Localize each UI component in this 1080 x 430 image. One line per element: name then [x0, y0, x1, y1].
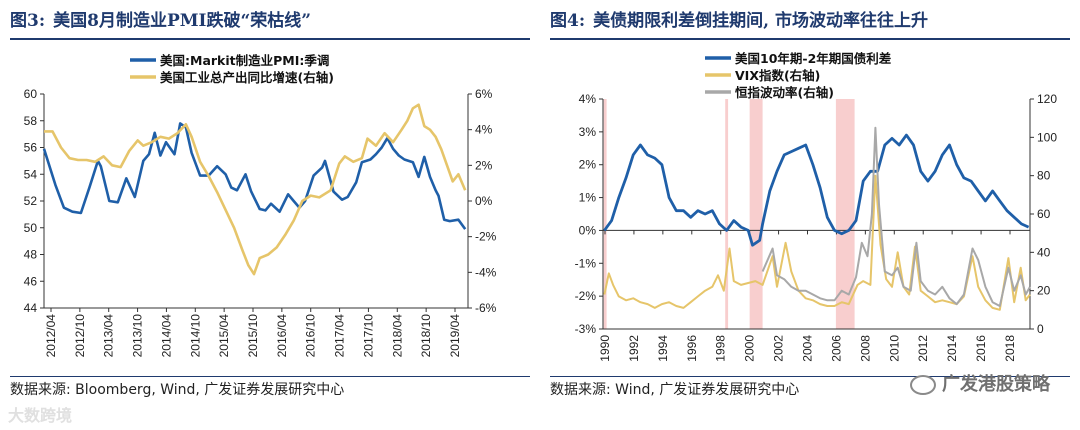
x-tick-label: 2000 [743, 335, 757, 362]
legend-label-3: 恒指波动率(右轴) [735, 85, 834, 100]
series-line-1 [42, 122, 467, 230]
left-tick-label: 2% [579, 158, 597, 172]
left-tick-label: -2% [575, 289, 597, 303]
x-tick-label: 2014/10 [188, 314, 202, 358]
right-tick-label: 6% [475, 87, 493, 101]
x-tick-label: 2018/10 [419, 314, 433, 358]
figure-3-source: 数据来源: Bloomberg, Wind, 广发证券发展研究中心 [10, 376, 530, 401]
inversion-shade-bar [749, 99, 763, 329]
left-tick-label: -3% [575, 322, 597, 336]
x-tick-label: 2012/04 [44, 314, 58, 358]
inversion-shade-bar [603, 99, 607, 329]
legend-label-1: 美国:Markit制造业PMI:季调 [160, 53, 329, 68]
x-tick-label: 2006 [829, 335, 843, 362]
wechat-icon [910, 375, 936, 395]
x-tick-label: 2018 [1003, 335, 1017, 362]
figure-3-title: 美国8月制造业PMI跌破“荣枯线” [53, 11, 312, 31]
watermark-right: 广发港股策略 [910, 370, 1050, 396]
x-tick-label: 2012/10 [73, 314, 87, 358]
right-tick-label: 100 [1037, 130, 1057, 144]
left-tick-label: 58 [24, 114, 38, 128]
inversion-shade-bar [835, 99, 855, 329]
left-tick-label: 44 [24, 301, 38, 315]
figure-3-panel: 图3: 美国8月制造业PMI跌破“荣枯线” 60 58 56 54 52 50 48 46 44 6… [10, 6, 530, 401]
x-tick-label: 2008 [858, 335, 872, 362]
x-tick-label: 2014 [945, 335, 959, 362]
pmi-chart: 60 58 56 54 52 50 48 46 44 6% 4% 2% 0% -2% -4% -6% 2012/… [24, 53, 497, 358]
x-tick-label: 2019/04 [448, 314, 462, 358]
figure-4-source: 数据来源: Wind, 广发证券发展研究中心 [550, 376, 1070, 401]
inversion-shade-bar [725, 99, 729, 329]
right-tick-label: 0% [475, 194, 493, 208]
legend-label-2: VIX指数(右轴) [735, 68, 820, 83]
legend-label-1: 美国10年期-2年期国债利差 [735, 51, 891, 66]
left-tick-label: 50 [24, 221, 38, 235]
figure-3-label: 图3: [10, 11, 46, 31]
x-tick-label: 1996 [685, 335, 699, 362]
x-tick-label: 2015/10 [246, 314, 260, 358]
x-tick-label: 2010 [887, 335, 901, 362]
x-tick-label: 1990 [598, 335, 612, 362]
left-tick-label: 60 [24, 87, 38, 101]
left-tick-label: 52 [24, 194, 38, 208]
watermark-right-text: 广发港股策略 [942, 374, 1050, 395]
right-tick-label: 80 [1037, 169, 1051, 183]
legend-label-2: 美国工业总产出同比增速(右轴) [160, 70, 334, 85]
x-tick-label: 2013/04 [102, 314, 116, 358]
right-tick-label: -4% [475, 265, 497, 279]
right-tick-label: 60 [1037, 207, 1051, 221]
right-tick-label: 120 [1037, 92, 1057, 106]
figure-4-title: 美债期限利差倒挂期间, 市场波动率往往上升 [593, 11, 928, 31]
x-tick-label: 1994 [656, 335, 670, 362]
left-tick-label: 56 [24, 141, 38, 155]
watermark-left: 大数跨境 [8, 406, 73, 425]
spread-volatility-chart: 4% 3% 2% 1% 0% -1% -2% -3% 120 100 80 60 40 20 0 1990 19… [575, 51, 1058, 362]
x-tick-label: 1992 [627, 335, 641, 362]
left-tick-label: -1% [575, 256, 597, 270]
right-tick-label: 20 [1037, 284, 1051, 298]
series-line-3 [761, 126, 1031, 307]
x-tick-label: 1998 [714, 335, 728, 362]
x-tick-label: 2014/04 [159, 314, 173, 358]
left-tick-label: 4% [579, 92, 597, 106]
series-line-2 [44, 103, 467, 276]
figure-4-label: 图4: [550, 11, 586, 31]
x-tick-label: 2013/10 [131, 314, 145, 358]
x-tick-label: 2012 [916, 335, 930, 362]
x-tick-label: 2018/04 [390, 314, 404, 358]
x-tick-label: 2017/10 [361, 314, 375, 358]
x-tick-label: 2016 [974, 335, 988, 362]
x-tick-label: 2016/10 [304, 314, 318, 358]
right-tick-label: 2% [475, 158, 493, 172]
left-tick-label: 3% [579, 125, 597, 139]
x-tick-label: 2016/04 [275, 314, 289, 358]
figure-4-header: 图4: 美债期限利差倒挂期间, 市场波动率往往上升 [550, 6, 1070, 40]
x-tick-label: 2002 [772, 335, 786, 362]
left-tick-label: 0% [579, 223, 597, 237]
right-tick-label: 40 [1037, 245, 1051, 259]
right-tick-label: 4% [475, 123, 493, 137]
x-tick-label: 2004 [801, 335, 815, 362]
x-tick-label: 2015/04 [217, 314, 231, 358]
left-tick-label: 46 [24, 274, 38, 288]
left-tick-label: 1% [579, 191, 597, 205]
right-tick-label: -6% [475, 301, 497, 315]
figure-3-header: 图3: 美国8月制造业PMI跌破“荣枯线” [10, 6, 530, 40]
x-tick-label: 2017/04 [333, 314, 347, 358]
right-tick-label: -2% [475, 230, 497, 244]
right-tick-label: 0 [1037, 322, 1044, 336]
left-tick-label: 54 [24, 167, 38, 181]
series-line-1 [603, 133, 1030, 247]
figure-4-panel: 图4: 美债期限利差倒挂期间, 市场波动率往往上升 4% 3% 2% 1% 0% -1% -2… [540, 0, 1080, 430]
left-tick-label: 48 [24, 248, 38, 262]
